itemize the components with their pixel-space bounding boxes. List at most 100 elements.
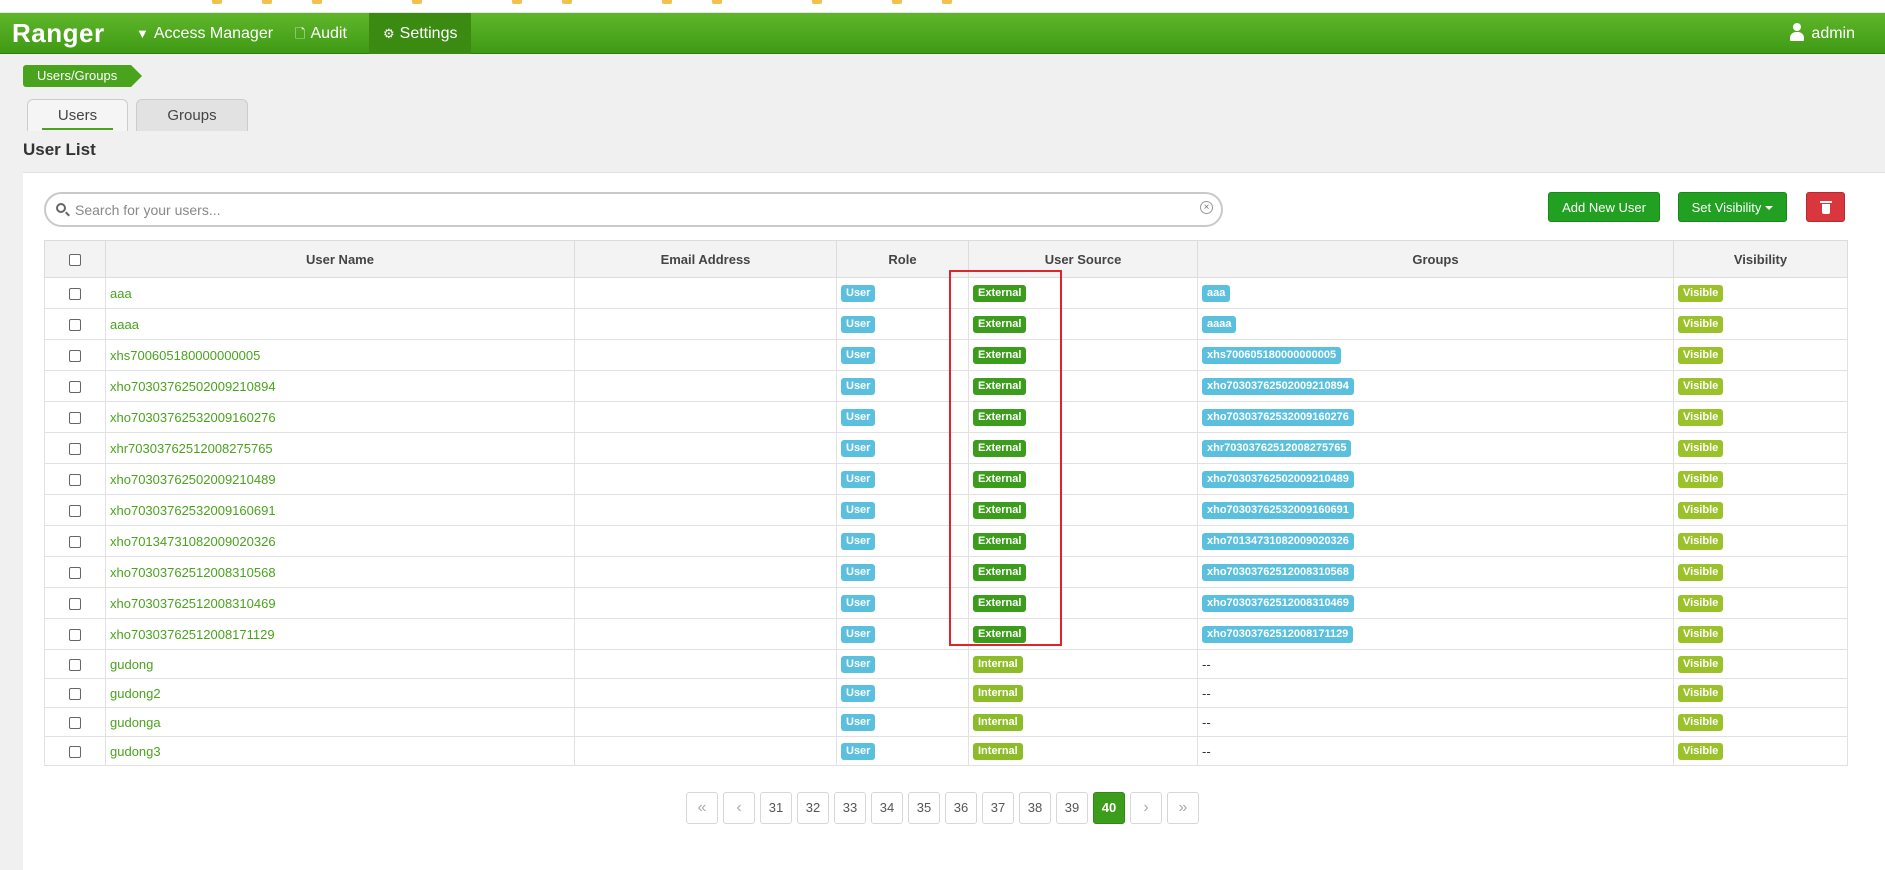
user-source-badge: External xyxy=(973,564,1027,581)
row-select-cell xyxy=(44,556,106,588)
tab-groups-label: Groups xyxy=(167,107,217,124)
search-input[interactable] xyxy=(73,198,1193,222)
last-page-button[interactable]: » xyxy=(1167,792,1199,824)
brand-logo[interactable]: Ranger xyxy=(12,18,105,48)
user-name-link[interactable]: gudonga xyxy=(110,714,161,730)
role-badge: User xyxy=(841,743,876,760)
user-name-link[interactable]: xho70303762512008310469 xyxy=(110,595,276,611)
add-new-user-button[interactable]: Add New User xyxy=(1548,192,1660,222)
row-checkbox[interactable] xyxy=(69,567,81,580)
row-checkbox[interactable] xyxy=(69,536,81,549)
nav-audit-label: Audit xyxy=(310,25,347,42)
groups-empty: -- xyxy=(1202,714,1211,730)
email-cell xyxy=(574,401,837,433)
first-page-button[interactable]: « xyxy=(686,792,718,824)
set-visibility-button[interactable]: Set Visibility xyxy=(1678,192,1787,222)
row-select-cell xyxy=(44,736,106,766)
visibility-badge: Visible xyxy=(1678,347,1724,364)
user-name-link[interactable]: gudong3 xyxy=(110,743,161,759)
page-35-button[interactable]: 35 xyxy=(908,792,940,824)
group-badge: xho70134731082009020326 xyxy=(1202,533,1354,550)
role-cell: User xyxy=(836,678,969,708)
user-name-link[interactable]: xho70134731082009020326 xyxy=(110,533,276,549)
user-name-link[interactable]: xhr70303762512008275765 xyxy=(110,440,273,456)
row-checkbox[interactable] xyxy=(69,629,81,642)
row-checkbox[interactable] xyxy=(69,598,81,611)
caret-down-icon xyxy=(1765,206,1774,210)
user-name-link[interactable]: xho70303762532009160691 xyxy=(110,502,276,518)
groups-cell: xhr70303762512008275765 xyxy=(1197,432,1674,464)
page-40-button-current[interactable]: 40 xyxy=(1093,792,1125,824)
groups-cell: xho70303762502009210894 xyxy=(1197,370,1674,402)
role-badge: User xyxy=(841,378,876,395)
nav-access-manager[interactable]: ▼ Access Manager xyxy=(122,13,287,54)
row-checkbox[interactable] xyxy=(69,688,81,701)
breadcrumb[interactable]: Users/Groups xyxy=(23,65,143,87)
nav-settings[interactable]: ⚙ Settings xyxy=(369,13,472,54)
tab-users[interactable]: Users xyxy=(27,99,128,131)
visibility-cell: Visible xyxy=(1673,525,1848,557)
nav-audit[interactable]: 🗋 Audit xyxy=(281,13,361,54)
prev-page-button[interactable]: ‹ xyxy=(723,792,755,824)
page-36-button[interactable]: 36 xyxy=(945,792,977,824)
group-badge: aaa xyxy=(1202,285,1231,302)
role-badge: User xyxy=(841,626,876,643)
user-source-badge: External xyxy=(973,316,1027,333)
row-checkbox[interactable] xyxy=(69,319,81,332)
col-role: Role xyxy=(836,240,969,278)
email-cell xyxy=(574,494,837,526)
user-name-link[interactable]: xhs700605180000000005 xyxy=(110,347,261,363)
role-cell: User xyxy=(836,618,969,650)
user-name-link[interactable]: aaaa xyxy=(110,316,139,332)
table-row: xho70303762512008171129 User External xho70… xyxy=(44,618,1848,650)
group-badge: xho70303762512008310469 xyxy=(1202,595,1354,612)
table-row: gudonga User Internal -- Visible xyxy=(44,707,1848,737)
user-name-link[interactable]: xho70303762502009210489 xyxy=(110,471,276,487)
row-checkbox[interactable] xyxy=(69,505,81,518)
page-37-button[interactable]: 37 xyxy=(982,792,1014,824)
page-39-button[interactable]: 39 xyxy=(1056,792,1088,824)
file-icon: 🗋 xyxy=(295,26,306,41)
row-checkbox[interactable] xyxy=(69,474,81,487)
next-page-button[interactable]: › xyxy=(1130,792,1162,824)
user-name-link[interactable]: xho70303762512008310568 xyxy=(110,564,276,580)
row-select-cell xyxy=(44,649,106,679)
row-checkbox[interactable] xyxy=(69,381,81,394)
row-checkbox[interactable] xyxy=(69,443,81,456)
role-badge: User xyxy=(841,564,876,581)
page-31-button[interactable]: 31 xyxy=(760,792,792,824)
page-34-button[interactable]: 34 xyxy=(871,792,903,824)
user-name-link[interactable]: xho70303762502009210894 xyxy=(110,378,276,394)
row-checkbox[interactable] xyxy=(69,659,81,672)
page-33-button[interactable]: 33 xyxy=(834,792,866,824)
user-name-cell: xhs700605180000000005 xyxy=(105,339,575,371)
user-name-link[interactable]: gudong2 xyxy=(110,685,161,701)
row-checkbox[interactable] xyxy=(69,717,81,730)
row-checkbox[interactable] xyxy=(69,412,81,425)
select-all-checkbox[interactable] xyxy=(69,254,81,267)
visibility-cell: Visible xyxy=(1673,707,1848,737)
search-box[interactable]: × xyxy=(44,192,1223,227)
page-32-button[interactable]: 32 xyxy=(797,792,829,824)
row-checkbox[interactable] xyxy=(69,288,81,301)
role-cell: User xyxy=(836,494,969,526)
row-checkbox[interactable] xyxy=(69,746,81,759)
tab-groups[interactable]: Groups xyxy=(136,99,248,131)
visibility-badge: Visible xyxy=(1678,502,1724,519)
delete-button[interactable] xyxy=(1806,192,1845,222)
user-name-link[interactable]: xho70303762532009160276 xyxy=(110,409,276,425)
row-checkbox[interactable] xyxy=(69,350,81,363)
page-38-button[interactable]: 38 xyxy=(1019,792,1051,824)
role-badge: User xyxy=(841,471,876,488)
clear-search-icon[interactable]: × xyxy=(1200,201,1213,214)
user-name-link[interactable]: aaa xyxy=(110,285,132,301)
role-badge: User xyxy=(841,347,876,364)
user-menu[interactable]: admin xyxy=(1789,13,1855,54)
user-source-cell: External xyxy=(968,308,1198,340)
user-name-link[interactable]: gudong xyxy=(110,656,154,672)
groups-empty: -- xyxy=(1202,656,1211,672)
col-user-name[interactable]: User Name xyxy=(105,240,575,278)
user-name-link[interactable]: xho70303762512008171129 xyxy=(110,626,275,642)
visibility-cell: Visible xyxy=(1673,736,1848,766)
user-source-cell: External xyxy=(968,587,1198,619)
